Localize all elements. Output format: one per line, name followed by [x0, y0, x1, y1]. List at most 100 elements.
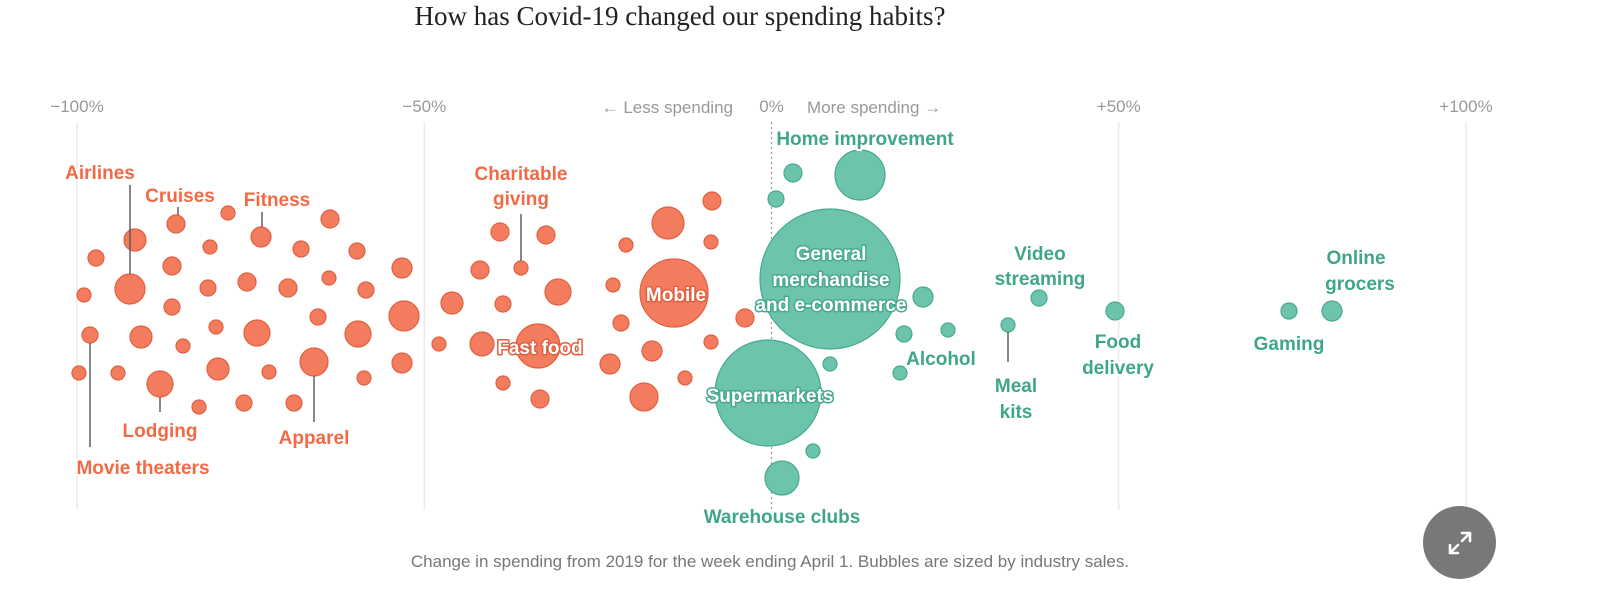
x-tick-label: +100% — [1439, 97, 1492, 116]
x-tick-label: +50% — [1097, 97, 1141, 116]
bubble-decrease — [299, 347, 329, 377]
bubble-increase — [1321, 300, 1343, 322]
label-general-line3: and e-commerce — [755, 295, 906, 316]
bubble-decrease — [321, 270, 337, 286]
chart-title: How has Covid-19 changed our spending ha… — [414, 1, 946, 31]
bubble-decrease — [388, 300, 420, 332]
bubble-decrease — [469, 331, 495, 357]
bubble-decrease — [129, 325, 153, 349]
bubble-increase — [759, 208, 901, 350]
bubble-decrease — [544, 278, 572, 306]
bubble-decrease — [285, 394, 303, 412]
bubble-decrease — [735, 308, 755, 328]
bubble-decrease — [391, 257, 413, 279]
label-gaming: Gaming — [1254, 334, 1325, 355]
bubble-decrease — [123, 228, 147, 252]
expand-button[interactable] — [1423, 506, 1496, 579]
bubble-increase — [764, 460, 800, 496]
bubble-decrease — [702, 191, 722, 211]
bubble-decrease — [677, 370, 693, 386]
label-lodging: Lodging — [123, 421, 198, 442]
bubble-decrease — [515, 323, 561, 369]
bubble-decrease — [76, 287, 92, 303]
bubble-decrease — [703, 234, 719, 250]
bubble-decrease — [237, 272, 257, 292]
bubble-decrease — [629, 382, 659, 412]
x-tick-label: −50% — [402, 97, 446, 116]
bubble-decrease — [292, 240, 310, 258]
bubble-decrease — [278, 278, 298, 298]
axis-layer: −100% −50% 0% +50% +100% ← Less spending More … — [50, 97, 1492, 117]
bubble-decrease — [309, 308, 327, 326]
bubble-decrease — [391, 352, 413, 374]
label-apparel: Apparel — [279, 428, 350, 449]
label-mobile: Mobile — [646, 285, 706, 306]
bubble-increase — [1280, 302, 1298, 320]
label-movie-theaters: Movie theaters — [76, 458, 209, 479]
bubble-decrease — [357, 281, 375, 299]
bubble-decrease — [162, 256, 182, 276]
label-meal-line1: Meal — [995, 376, 1037, 397]
label-food-line1: Food — [1095, 332, 1141, 353]
bubble-increase — [714, 339, 822, 447]
label-layer: Airlines Cruises Fitness Movie theaters … — [63, 127, 1397, 530]
label-airlines: Airlines — [65, 163, 135, 184]
bubble-decrease — [495, 375, 511, 391]
label-online-line2: grocers — [1325, 274, 1395, 295]
bubble-layer — [71, 149, 1343, 496]
bubble-chart: −100% −50% 0% +50% +100% ← Less spending More … — [50, 97, 1492, 530]
bubble-increase — [834, 149, 886, 201]
bubble-decrease — [175, 338, 191, 354]
label-cruises: Cruises — [145, 186, 215, 207]
bubble-decrease — [71, 365, 87, 381]
bubble-increase — [1000, 317, 1016, 333]
bubble-decrease — [431, 336, 447, 352]
label-supermarkets: Supermarkets — [707, 386, 834, 407]
label-video-line1: Video — [1014, 244, 1065, 265]
label-video-line2: streaming — [995, 269, 1086, 290]
bubble-decrease — [87, 249, 105, 267]
bubble-increase — [805, 443, 821, 459]
bubble-decrease — [599, 353, 621, 375]
expand-arrows-icon — [1448, 531, 1471, 554]
bubble-decrease — [146, 370, 174, 398]
bubble-increase — [783, 163, 803, 183]
bubble-decrease — [356, 370, 372, 386]
bubble-increase — [1105, 301, 1125, 321]
less-spending-label: ← Less spending — [602, 98, 733, 117]
label-online-line1: Online — [1326, 248, 1385, 269]
x-tick-label: 0% — [759, 97, 784, 116]
bubble-decrease — [202, 239, 218, 255]
bubble-decrease — [344, 320, 372, 348]
bubble-increase — [892, 365, 908, 381]
bubble-decrease — [639, 258, 709, 328]
bubble-decrease — [536, 225, 556, 245]
bubble-decrease — [348, 242, 366, 260]
x-tick-label: −100% — [50, 97, 103, 116]
label-meal-line2: kits — [1000, 402, 1033, 423]
bubble-decrease — [320, 209, 340, 229]
label-general-line1: General — [796, 244, 867, 265]
bubble-increase — [912, 286, 934, 308]
chart-caption: Change in spending from 2019 for the wee… — [410, 552, 1130, 571]
label-fast-food: Fast food — [497, 338, 583, 359]
bubble-decrease — [641, 340, 663, 362]
label-alcohol: Alcohol — [906, 349, 976, 370]
bubble-decrease — [110, 365, 126, 381]
bubble-decrease — [618, 237, 634, 253]
bubble-decrease — [612, 314, 630, 332]
leader-layer — [89, 185, 1009, 447]
bubble-decrease — [191, 399, 207, 415]
bubble-decrease — [235, 394, 253, 412]
bubble-decrease — [651, 206, 685, 240]
bubble-decrease — [243, 319, 271, 347]
bubble-decrease — [513, 260, 529, 276]
bubble-decrease — [163, 298, 181, 316]
label-fitness: Fitness — [244, 190, 311, 211]
label-charitable-line2: giving — [493, 189, 549, 210]
bubble-decrease — [81, 326, 99, 344]
bubble-increase — [1030, 289, 1048, 307]
bubble-decrease — [114, 273, 146, 305]
bubble-decrease — [470, 260, 490, 280]
label-charitable-line1: Charitable — [475, 164, 568, 185]
